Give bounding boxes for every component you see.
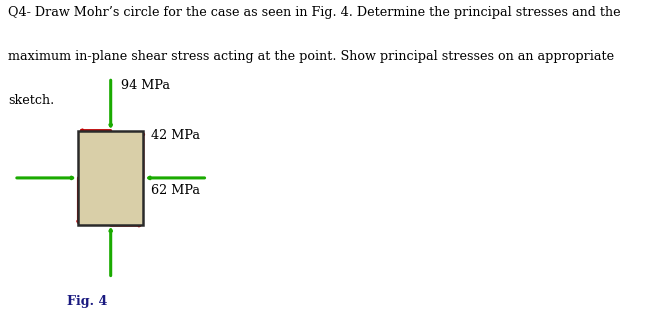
Text: sketch.: sketch. — [8, 94, 55, 107]
Text: maximum in-plane shear stress acting at the point. Show principal stresses on an: maximum in-plane shear stress acting at … — [8, 50, 614, 63]
Text: 42 MPa: 42 MPa — [151, 129, 200, 142]
Text: Fig. 4: Fig. 4 — [67, 294, 108, 308]
Bar — [79, 131, 143, 225]
Text: Q4- Draw Mohr’s circle for the case as seen in Fig. 4. Determine the principal s: Q4- Draw Mohr’s circle for the case as s… — [8, 6, 621, 19]
Text: 94 MPa: 94 MPa — [121, 79, 170, 92]
Text: 62 MPa: 62 MPa — [151, 184, 200, 197]
